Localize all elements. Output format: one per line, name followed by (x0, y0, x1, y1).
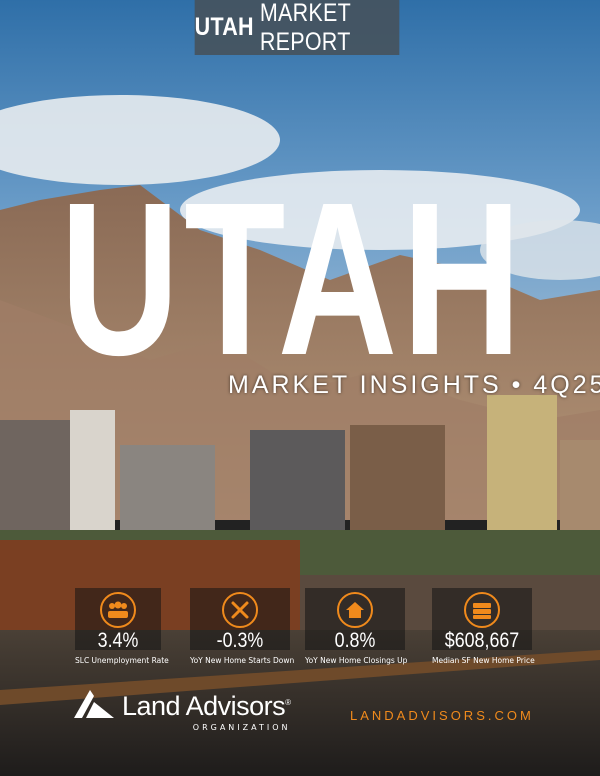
money-stack-icon (464, 592, 500, 628)
stat-label: YoY New Home Starts Down (190, 656, 295, 665)
banner-state: UTAH (194, 13, 254, 41)
stat-label: YoY New Home Closings Up (305, 656, 408, 665)
stat-home-starts: -0.3% YoY New Home Starts Down (190, 588, 295, 668)
stat-value: 3.4% (97, 629, 139, 652)
stat-unemployment: 3.4% SLC Unemployment Rate (75, 588, 169, 668)
stat-median-price: $608,667 Median SF New Home Price (432, 588, 535, 668)
stat-value: -0.3% (216, 629, 264, 652)
website-link[interactable]: LANDADVISORS.COM (350, 708, 534, 723)
house-icon (337, 592, 373, 628)
stat-value: 0.8% (334, 629, 376, 652)
logo-name: Land Advisors (122, 691, 286, 721)
banner-title: MARKET REPORT (259, 0, 351, 56)
stat-label: Median SF New Home Price (432, 656, 535, 665)
stat-label: SLC Unemployment Rate (75, 656, 169, 665)
logo-registered: ® (285, 698, 291, 707)
people-icon (100, 592, 136, 628)
hammer-wrench-icon (222, 592, 258, 628)
land-advisors-logo: Land Advisors® ORGANIZATION (72, 688, 291, 733)
stat-home-closings: 0.8% YoY New Home Closings Up (305, 588, 408, 668)
hero-title: UTAH (60, 158, 527, 401)
hero-subtitle: MARKET INSIGHTS • 4Q25 (228, 370, 600, 399)
logo-mark-icon (74, 690, 114, 718)
report-banner: UTAH MARKET REPORT (194, 0, 400, 56)
logo-subtitle: ORGANIZATION (192, 723, 291, 732)
stat-value: $608,667 (444, 629, 520, 652)
